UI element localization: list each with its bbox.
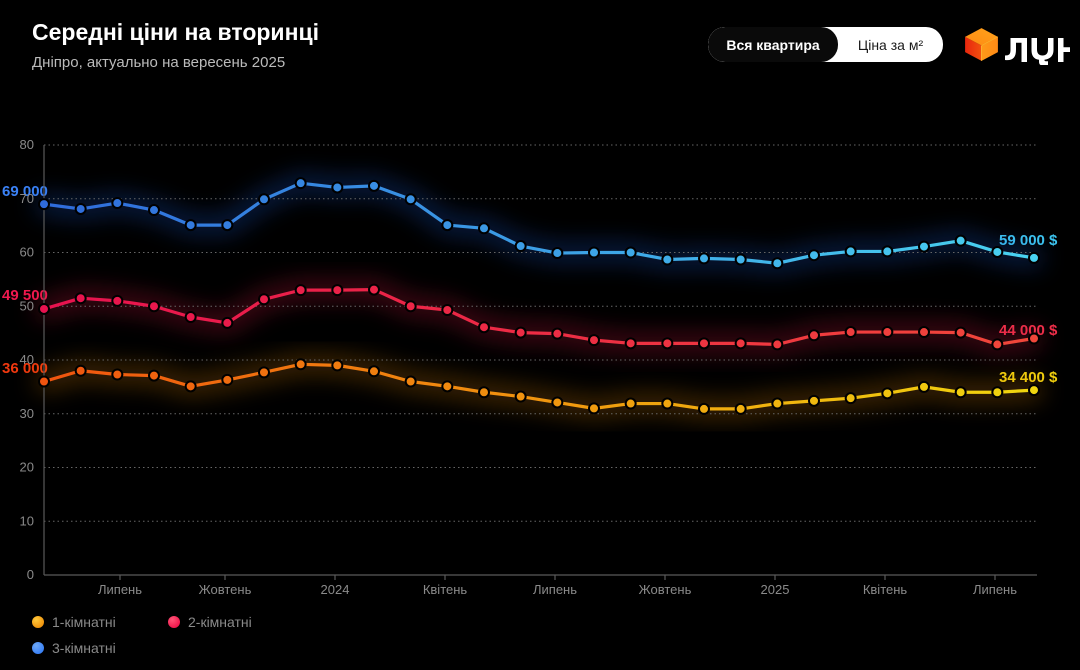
svg-text:0: 0 — [27, 567, 34, 582]
svg-text:50: 50 — [20, 298, 34, 313]
svg-text:60: 60 — [20, 245, 34, 260]
svg-text:20: 20 — [20, 460, 34, 475]
svg-text:30: 30 — [20, 406, 34, 421]
svg-text:40: 40 — [20, 352, 34, 367]
svg-text:70: 70 — [20, 191, 34, 206]
svg-text:10: 10 — [20, 513, 34, 528]
svg-text:80: 80 — [20, 137, 34, 152]
